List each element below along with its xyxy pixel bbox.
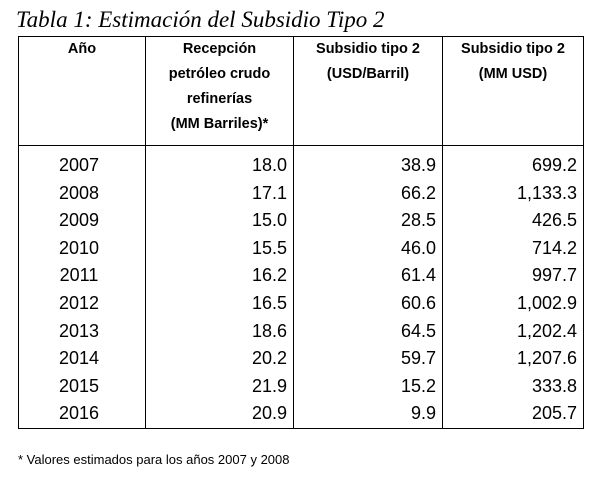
cell-year: 2007 <box>18 145 146 180</box>
cell-year: 2016 <box>18 400 146 429</box>
cell-subsidy-total: 333.8 <box>442 372 584 401</box>
header-crude-reception: Recepción petróleo crudo refinerías (MM … <box>145 36 294 146</box>
cell-subsidy-per-barrel: 64.5 <box>293 317 443 346</box>
table-footnote: * Valores estimados para los años 2007 y… <box>18 452 290 467</box>
cell-subsidy-total: 1,207.6 <box>442 345 584 373</box>
cell-subsidy-total: 997.7 <box>442 262 584 290</box>
header-subsidy-total: Subsidio tipo 2 (MM USD) <box>442 36 584 146</box>
cell-year: 2012 <box>18 289 146 318</box>
header-line: Año <box>67 41 97 57</box>
table-row: 2015 21.9 15.2 333.8 <box>18 372 584 401</box>
table-caption: Tabla 1: Estimación del Subsidio Tipo 2 <box>16 7 385 32</box>
cell-crude-reception: 17.1 <box>145 179 294 208</box>
header-subsidy-per-barrel: Subsidio tipo 2 (USD/Barril) <box>293 36 443 146</box>
table-row: 2007 18.0 38.9 699.2 <box>18 145 584 180</box>
cell-subsidy-total: 426.5 <box>442 207 584 235</box>
table-row: 2011 16.2 61.4 997.7 <box>18 262 584 290</box>
header-line: Subsidio tipo 2 <box>461 41 565 57</box>
cell-crude-reception: 20.9 <box>145 400 294 429</box>
cell-subsidy-total: 1,133.3 <box>442 179 584 208</box>
cell-subsidy-total: 1,002.9 <box>442 289 584 318</box>
cell-year: 2015 <box>18 372 146 401</box>
table-row: 2012 16.5 60.6 1,002.9 <box>18 289 584 318</box>
cell-crude-reception: 15.5 <box>145 234 294 263</box>
table-header-row: Año Recepción petróleo crudo refinerías … <box>18 36 584 146</box>
cell-subsidy-total: 205.7 <box>442 400 584 429</box>
cell-subsidy-per-barrel: 46.0 <box>293 234 443 263</box>
cell-subsidy-per-barrel: 66.2 <box>293 179 443 208</box>
cell-crude-reception: 18.6 <box>145 317 294 346</box>
cell-subsidy-total: 714.2 <box>442 234 584 263</box>
table-row: 2008 17.1 66.2 1,133.3 <box>18 179 584 208</box>
cell-crude-reception: 20.2 <box>145 345 294 373</box>
table-row: 2014 20.2 59.7 1,207.6 <box>18 345 584 373</box>
header-line: petróleo crudo <box>168 66 271 82</box>
cell-crude-reception: 18.0 <box>145 145 294 180</box>
header-line: (MM USD) <box>478 66 548 82</box>
table-row: 2013 18.6 64.5 1,202.4 <box>18 317 584 346</box>
header-line: Subsidio tipo 2 <box>316 41 420 57</box>
subsidy-table: Año Recepción petróleo crudo refinerías … <box>18 36 584 429</box>
cell-crude-reception: 21.9 <box>145 372 294 401</box>
cell-subsidy-per-barrel: 9.9 <box>293 400 443 429</box>
cell-subsidy-per-barrel: 28.5 <box>293 207 443 235</box>
cell-subsidy-total: 699.2 <box>442 145 584 180</box>
header-line: Recepción <box>182 41 257 57</box>
header-line: (MM Barriles)* <box>170 116 269 132</box>
cell-crude-reception: 16.2 <box>145 262 294 290</box>
cell-year: 2010 <box>18 234 146 263</box>
cell-year: 2008 <box>18 179 146 208</box>
cell-year: 2013 <box>18 317 146 346</box>
cell-year: 2009 <box>18 207 146 235</box>
cell-subsidy-per-barrel: 59.7 <box>293 345 443 373</box>
cell-subsidy-total: 1,202.4 <box>442 317 584 346</box>
header-line: refinerías <box>186 91 253 107</box>
header-line: (USD/Barril) <box>326 66 410 82</box>
header-year: Año <box>18 36 146 146</box>
cell-subsidy-per-barrel: 38.9 <box>293 145 443 180</box>
cell-year: 2014 <box>18 345 146 373</box>
table-row: 2016 20.9 9.9 205.7 <box>18 400 584 429</box>
table-row: 2010 15.5 46.0 714.2 <box>18 234 584 263</box>
cell-subsidy-per-barrel: 60.6 <box>293 289 443 318</box>
table-row: 2009 15.0 28.5 426.5 <box>18 207 584 235</box>
cell-year: 2011 <box>18 262 146 290</box>
cell-subsidy-per-barrel: 61.4 <box>293 262 443 290</box>
cell-crude-reception: 16.5 <box>145 289 294 318</box>
cell-crude-reception: 15.0 <box>145 207 294 235</box>
cell-subsidy-per-barrel: 15.2 <box>293 372 443 401</box>
